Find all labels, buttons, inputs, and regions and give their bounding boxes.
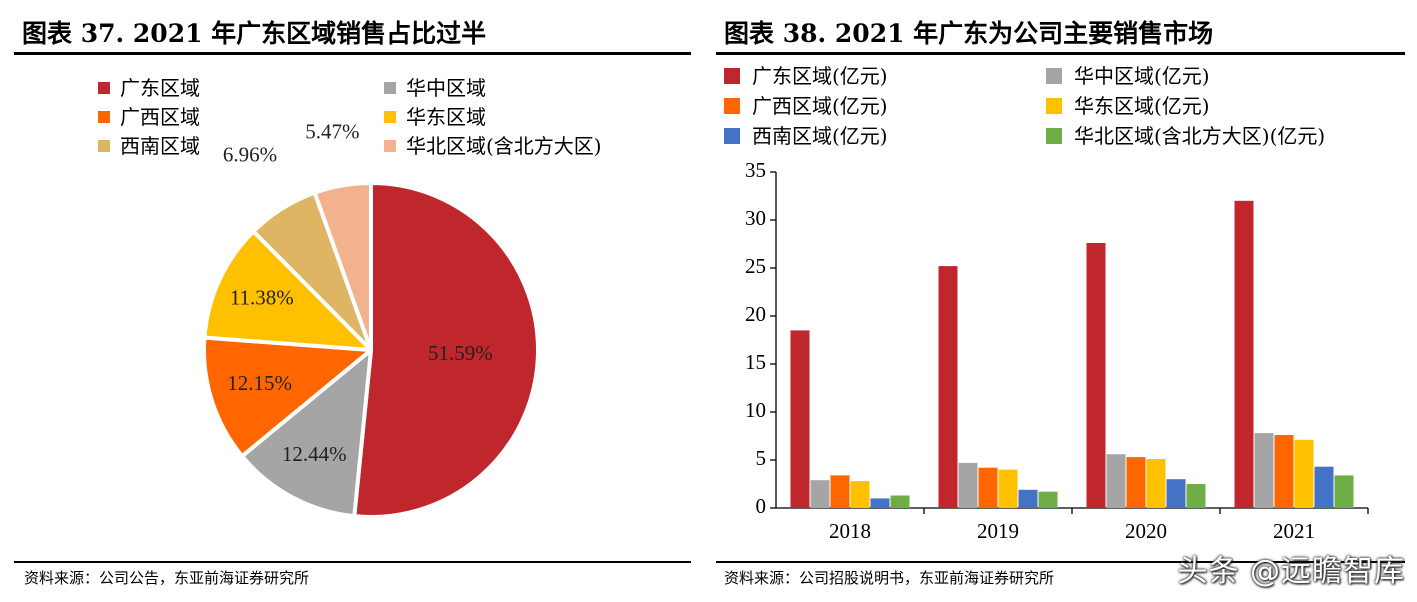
pie-data-label: 12.15%	[227, 371, 292, 395]
bar-title: 图表 38. 2021 年广东为公司主要销售市场	[724, 19, 1214, 48]
bar	[1166, 479, 1186, 508]
pie-source: 资料来源：公司公告，东亚前海证券研究所	[24, 569, 310, 587]
bar-panel: 图表 38. 2021 年广东为公司主要销售市场 广东区域(亿元) 广西区域(亿…	[712, 0, 1417, 602]
bar-legend-item: 华中区域(亿元)	[1046, 60, 1210, 89]
legend-swatch	[1046, 127, 1062, 144]
pie-data-label: 51.59%	[428, 341, 493, 365]
bar	[1106, 454, 1126, 508]
bar	[1254, 433, 1274, 508]
x-tick-label: 2020	[1125, 519, 1167, 543]
y-tick-label: 20	[745, 302, 766, 326]
bar-legend-item: 华东区域(亿元)	[1046, 90, 1210, 119]
pie-slice	[352, 181, 540, 519]
bar	[998, 469, 1018, 508]
y-tick-label: 0	[756, 494, 767, 518]
y-tick-label: 25	[745, 254, 766, 278]
bar-source: 资料来源：公司招股说明书，东亚前海证券研究所	[724, 569, 1055, 587]
bar	[1086, 243, 1106, 508]
legend-swatch	[98, 81, 110, 94]
source-rule	[716, 561, 1405, 563]
bar	[890, 495, 910, 508]
x-tick-label: 2018	[829, 519, 871, 543]
pie-legend-item: 西南区域	[98, 130, 200, 159]
bar-legend-item: 西南区域(亿元)	[724, 120, 888, 149]
bar-legend-item: 广西区域(亿元)	[724, 90, 888, 119]
pie-legend-item: 广东区域	[98, 72, 200, 101]
pie-data-label: 11.38%	[230, 285, 294, 309]
pie-legend-item: 华东区域	[384, 101, 486, 130]
pie-legend-item: 华中区域	[384, 72, 486, 101]
pie-chart: 51.59% 12.44% 12.15% 11.38% 6.96% 5.47%	[202, 119, 540, 519]
title-rule	[716, 52, 1405, 55]
pie-title: 图表 37. 2021 年广东区域销售占比过半	[22, 19, 487, 48]
x-tick-label: 2019	[977, 519, 1019, 543]
bar	[830, 475, 850, 508]
x-tick-label: 2021	[1273, 519, 1315, 543]
watermark: 头条 @远瞻智库	[1177, 554, 1405, 589]
bar-legend-item: 华北区域(含北方大区)(亿元)	[1046, 120, 1325, 149]
pie-slice	[312, 181, 373, 352]
legend-swatch	[98, 139, 110, 152]
bar	[790, 330, 810, 508]
bar	[850, 481, 870, 508]
pie-slice	[202, 229, 373, 352]
pie-slice	[202, 335, 373, 459]
bar	[810, 480, 830, 508]
bar	[1146, 459, 1166, 508]
bar	[1038, 491, 1058, 508]
legend-swatch	[724, 127, 740, 144]
legend-swatch	[1046, 97, 1062, 114]
bar	[938, 266, 958, 508]
pie-data-label: 6.96%	[223, 143, 277, 167]
bar-chart: 0 5 10 15 20 25 30 35 2018 2019 2020 2021	[745, 158, 1369, 543]
y-tick-label: 15	[745, 350, 766, 374]
bar	[1334, 475, 1354, 508]
legend-swatch	[384, 139, 396, 152]
source-rule	[14, 561, 691, 563]
bar	[958, 462, 978, 508]
y-tick-label: 30	[745, 206, 766, 230]
y-tick-label: 35	[745, 158, 766, 182]
legend-swatch	[98, 110, 110, 123]
bar	[1126, 457, 1146, 508]
bar	[870, 498, 890, 508]
y-tick-label: 10	[745, 398, 766, 422]
bar	[1018, 489, 1038, 508]
legend-swatch	[384, 110, 396, 123]
legend-swatch	[724, 97, 740, 114]
pie-slice	[240, 348, 373, 519]
bar	[978, 467, 998, 508]
bar	[1314, 466, 1334, 508]
legend-swatch	[724, 67, 740, 84]
pie-legend-item: 广西区域	[98, 101, 200, 130]
bar	[1274, 435, 1294, 508]
y-tick-label: 5	[756, 446, 767, 470]
pie-data-label: 12.44%	[282, 442, 347, 466]
bar	[1294, 439, 1314, 508]
pie-data-label: 5.47%	[305, 119, 359, 143]
title-rule	[14, 52, 691, 55]
bar-legend-item: 广东区域(亿元)	[724, 60, 888, 89]
legend-swatch	[384, 81, 396, 94]
pie-panel: 图表 37. 2021 年广东区域销售占比过半 广东区域 广西区域 西南区域 华…	[0, 0, 705, 602]
pie-legend-item: 华北区域(含北方大区)	[384, 130, 602, 159]
bar	[1186, 484, 1206, 508]
bar	[1234, 200, 1254, 509]
legend-swatch	[1046, 67, 1062, 84]
